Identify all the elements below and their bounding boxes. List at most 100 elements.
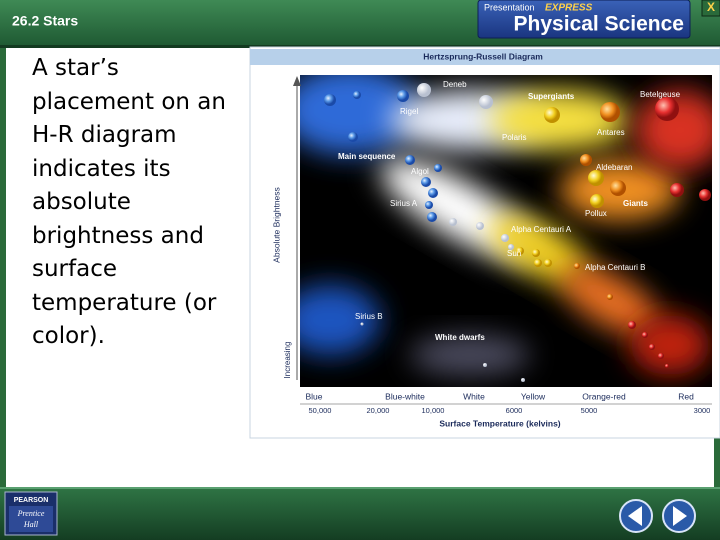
star-label: Giants: [623, 199, 648, 208]
brand-title: Physical Science: [514, 13, 684, 36]
footer-rule: [0, 487, 720, 489]
star: [449, 218, 457, 226]
star-label: Polaris: [502, 133, 526, 142]
glow-yellow: [490, 215, 590, 285]
star: [699, 189, 711, 201]
imprint-line-2: Hall: [23, 520, 39, 529]
star: [421, 177, 431, 187]
star-labels: Deneb Rigel Supergiants Betelgeuse Polaris An…: [338, 80, 681, 342]
temperature-label: 20,000: [367, 406, 390, 415]
star: [574, 263, 580, 269]
color-label: Orange-red: [582, 391, 626, 401]
glow-dwarfs: [410, 335, 530, 375]
y-axis-arrowhead: [293, 76, 301, 86]
star: [516, 247, 524, 255]
star: [628, 321, 636, 329]
star-label: Sirius B: [355, 312, 383, 321]
temperature-label: 6000: [506, 406, 523, 415]
next-button[interactable]: [662, 499, 696, 533]
temperature-label: 50,000: [309, 406, 332, 415]
star-label: Sirius A: [390, 199, 418, 208]
star-label: Supergiants: [528, 92, 575, 101]
prev-button[interactable]: [619, 499, 653, 533]
close-button[interactable]: X: [701, 0, 720, 17]
right-border: [714, 438, 720, 488]
star-label: Pollux: [585, 209, 607, 218]
star: [670, 183, 684, 197]
footer-bar: [0, 487, 720, 540]
star: [658, 353, 664, 359]
next-button-arrow[interactable]: [673, 506, 687, 526]
star: [397, 90, 409, 102]
star: [580, 154, 592, 166]
glow-red: [635, 90, 712, 170]
temperature-label: 3000: [694, 406, 711, 415]
x-axis-labels: Blue Blue-white White Yellow Orange-red Red 50…: [305, 391, 710, 415]
star: [600, 102, 620, 122]
star: [353, 91, 361, 99]
glow-yellow-top: [490, 90, 630, 150]
left-border: [0, 48, 6, 488]
close-button-label[interactable]: X: [707, 0, 715, 14]
star-label: Main sequence: [338, 152, 396, 161]
star: [428, 188, 438, 198]
close-button-bg[interactable]: [701, 0, 720, 17]
star: [417, 83, 431, 97]
star: [544, 259, 552, 267]
star-label: Alpha Centauri B: [585, 263, 645, 272]
star: [610, 180, 626, 196]
star: [405, 155, 415, 165]
star: [590, 194, 604, 208]
star-label: Betelgeuse: [640, 90, 681, 99]
star: [501, 234, 509, 242]
star: [642, 332, 648, 338]
brand-logo: [477, 0, 691, 39]
y-axis-label: Absolute Brightness: [271, 187, 281, 263]
section-title: 26.2 Stars: [12, 13, 78, 29]
star-label: Antares: [597, 128, 625, 137]
star-label: Deneb: [443, 80, 467, 89]
star-label: Rigel: [400, 107, 418, 116]
brand-small: Presentation: [484, 2, 535, 12]
brand-express: EXPRESS: [545, 3, 593, 14]
prev-button-arrow[interactable]: [628, 506, 642, 526]
star: [434, 164, 442, 172]
star: [508, 244, 514, 250]
stars: [324, 83, 711, 382]
star: [649, 344, 655, 350]
temperature-label: 10,000: [422, 406, 445, 415]
star-label: Sun: [507, 249, 521, 258]
color-label: Red: [678, 391, 694, 401]
star: [479, 95, 493, 109]
star: [534, 259, 542, 267]
color-label: Blue: [305, 391, 322, 401]
glow-blue-low: [300, 285, 380, 355]
star: [655, 97, 679, 121]
star-label: Aldebaran: [596, 163, 632, 172]
hr-diagram: Hertzsprung-Russell Diagram Deneb Rigel Su…: [249, 46, 720, 439]
star: [532, 249, 540, 257]
imprint-box: [9, 506, 53, 532]
star-label: White dwarfs: [435, 333, 485, 342]
star-label: Alpha Centauri A: [511, 225, 572, 234]
glow-red-low: [630, 315, 710, 375]
star: [324, 94, 336, 106]
diagram-title-bar: [250, 49, 720, 65]
imprint-line-1: Prentice: [17, 509, 45, 518]
star: [476, 222, 484, 230]
star: [425, 201, 433, 209]
color-label: Blue-white: [385, 391, 425, 401]
color-label: White: [463, 391, 485, 401]
color-label: Yellow: [521, 391, 546, 401]
temperature-label: 5000: [581, 406, 598, 415]
publisher-name: PEARSON: [14, 497, 49, 504]
star: [588, 170, 604, 186]
star: [360, 322, 364, 326]
y-axis-note: Increasing: [283, 342, 292, 379]
star-label: Algol: [411, 167, 429, 176]
star: [665, 364, 669, 368]
star: [544, 107, 560, 123]
x-axis-label: Surface Temperature (kelvins): [439, 418, 560, 428]
diagram-title: Hertzsprung-Russell Diagram: [423, 51, 543, 61]
body-text: A star’s placement on an H-R diagram ind…: [32, 55, 226, 349]
